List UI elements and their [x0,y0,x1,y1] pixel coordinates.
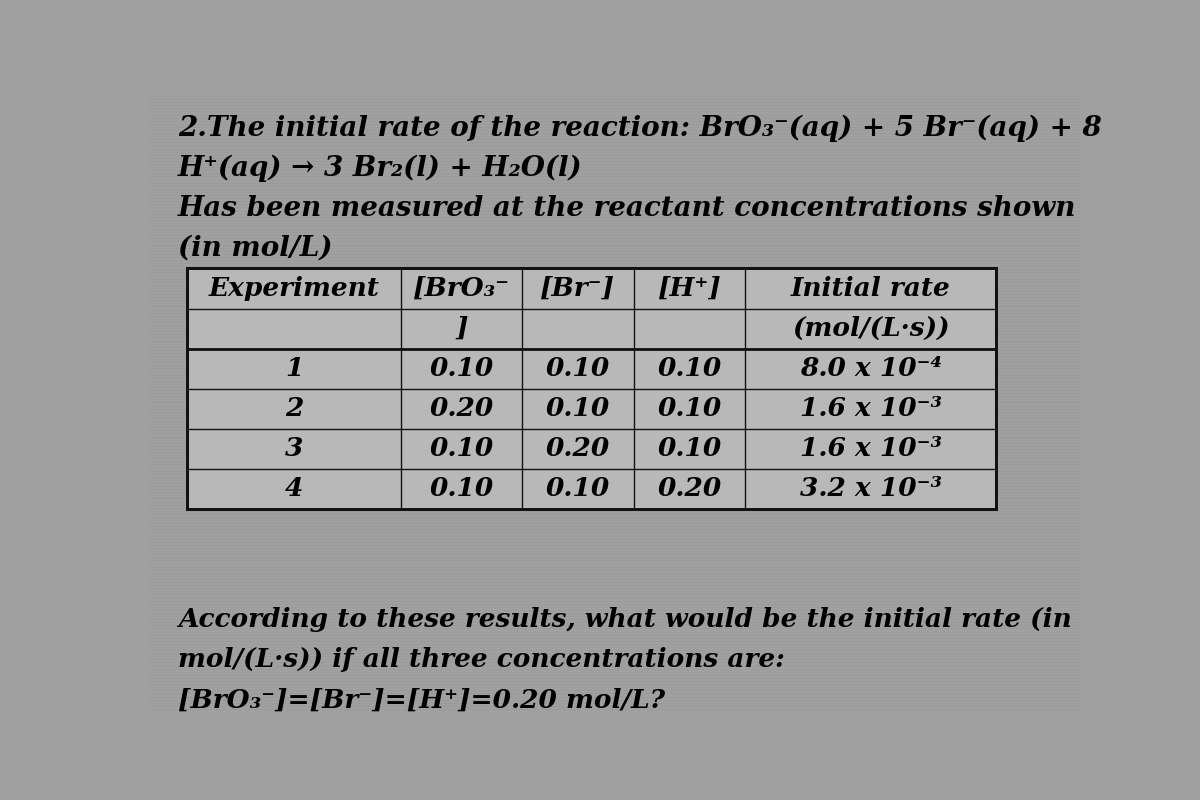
Text: 1.6 x 10⁻³: 1.6 x 10⁻³ [799,396,942,421]
Text: Has been measured at the reactant concentrations shown: Has been measured at the reactant concen… [178,194,1076,222]
Text: 1: 1 [284,356,304,381]
Text: 2.The initial rate of the reaction: BrO₃⁻(aq) + 5 Br⁻(aq) + 8: 2.The initial rate of the reaction: BrO₃… [178,114,1102,142]
Text: 0.10: 0.10 [658,356,721,381]
Text: H⁺(aq) → 3 Br₂(l) + H₂O(l): H⁺(aq) → 3 Br₂(l) + H₂O(l) [178,154,582,182]
Text: 2: 2 [284,396,304,421]
Text: According to these results, what would be the initial rate (in: According to these results, what would b… [178,607,1072,632]
Text: Experiment: Experiment [209,276,379,301]
Text: mol/(L·s)) if all three concentrations are:: mol/(L·s)) if all three concentrations a… [178,647,785,672]
Text: [H⁺]: [H⁺] [658,276,721,301]
Text: [BrO₃⁻]=[Br⁻]=[H⁺]=0.20 mol/L?: [BrO₃⁻]=[Br⁻]=[H⁺]=0.20 mol/L? [178,687,665,712]
Text: 3: 3 [284,436,304,461]
Text: 0.20: 0.20 [430,396,493,421]
Text: 8.0 x 10⁻⁴: 8.0 x 10⁻⁴ [799,356,942,381]
Text: 0.10: 0.10 [430,356,493,381]
Text: 0.10: 0.10 [430,436,493,461]
Text: 0.10: 0.10 [546,356,610,381]
Text: ]: ] [455,316,468,341]
Text: Initial rate: Initial rate [791,276,950,301]
Text: 1.6 x 10⁻³: 1.6 x 10⁻³ [799,436,942,461]
Text: 0.20: 0.20 [546,436,610,461]
Text: 0.20: 0.20 [658,476,721,501]
Bar [187,269,996,509]
Text: [Br⁻]: [Br⁻] [540,276,616,301]
Text: (in mol/L): (in mol/L) [178,234,332,262]
Text: 0.10: 0.10 [658,396,721,421]
Text: (mol/(L·s)): (mol/(L·s)) [792,316,949,341]
Text: [BrO₃⁻: [BrO₃⁻ [413,276,510,301]
Text: 0.10: 0.10 [658,436,721,461]
Text: 0.10: 0.10 [546,476,610,501]
Text: 3.2 x 10⁻³: 3.2 x 10⁻³ [799,476,942,501]
Text: 0.10: 0.10 [546,396,610,421]
Text: 0.10: 0.10 [430,476,493,501]
Text: 4: 4 [284,476,304,501]
